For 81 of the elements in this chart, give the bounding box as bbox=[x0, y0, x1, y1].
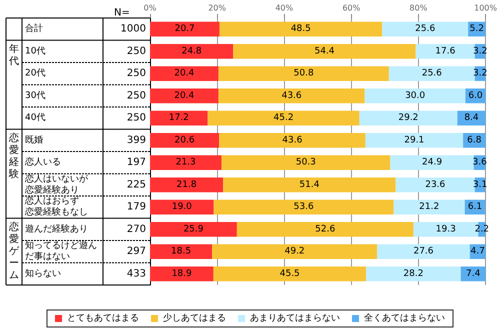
data-label: 49.2 bbox=[284, 246, 305, 257]
x-tick-label: 0% bbox=[144, 4, 157, 12]
data-label: 4.7 bbox=[470, 246, 485, 257]
data-label: 6.8 bbox=[467, 135, 482, 146]
data-label: 25.9 bbox=[183, 224, 204, 234]
data-label: 20.4 bbox=[174, 90, 195, 101]
data-label: 5.2 bbox=[470, 24, 484, 34]
data-label: 29.1 bbox=[404, 135, 424, 146]
data-label: 17.2 bbox=[168, 113, 189, 124]
data-label: 27.6 bbox=[413, 246, 434, 257]
data-label: 51.4 bbox=[299, 180, 320, 190]
y-tick-label: 恋人はいないが恋愛経験あり bbox=[24, 173, 89, 196]
data-label: 50.3 bbox=[296, 158, 316, 168]
x-tick-label: 40% bbox=[275, 4, 294, 12]
data-label: 43.6 bbox=[282, 90, 302, 101]
y-tick-label: 30代 bbox=[25, 90, 46, 101]
data-label: 21.3 bbox=[176, 158, 196, 168]
x-tick-label: 20% bbox=[208, 4, 226, 12]
data-label: 20.7 bbox=[174, 24, 195, 34]
text: 250 bbox=[126, 90, 146, 102]
legend-label: 少しあてはまる bbox=[163, 312, 226, 324]
data-label: 50.8 bbox=[294, 68, 314, 79]
data-label: 23.6 bbox=[425, 180, 446, 190]
data-label: 25.6 bbox=[422, 68, 442, 79]
data-label: 18.9 bbox=[172, 268, 192, 279]
data-label: 6.0 bbox=[468, 90, 483, 101]
data-label: 19.0 bbox=[172, 202, 192, 212]
y-tick-label: 遊んだ経験あり bbox=[25, 223, 88, 234]
y-tick-label: 20代 bbox=[25, 68, 46, 79]
y-tick-label: 既婚 bbox=[25, 134, 43, 146]
data-label: 52.6 bbox=[315, 224, 336, 234]
y-tick-label: 恋人はおらず恋愛経験もなし bbox=[24, 196, 88, 218]
legend-label: とてもあてはまる bbox=[67, 314, 139, 324]
data-label: 21.2 bbox=[419, 202, 440, 212]
text: N= bbox=[114, 8, 130, 18]
y-tick-label: 40代 bbox=[25, 112, 46, 124]
y-tick-label: 恋人いる bbox=[24, 156, 61, 168]
y-tick-label: 知らない bbox=[25, 268, 61, 279]
text: 179 bbox=[126, 202, 146, 213]
legend-label: あまりあてはまらない bbox=[250, 314, 340, 324]
data-label: 20.4 bbox=[174, 68, 195, 79]
text: 197 bbox=[126, 157, 146, 168]
text: 250 bbox=[126, 68, 146, 80]
text: 433 bbox=[126, 268, 146, 280]
data-label: 30.0 bbox=[405, 90, 426, 101]
data-label: 29.2 bbox=[398, 113, 418, 124]
data-label: 8.4 bbox=[464, 113, 479, 124]
data-label: 28.2 bbox=[403, 268, 424, 279]
legend-label: 全くあてはまらない bbox=[364, 312, 445, 324]
x-tick-label: 80% bbox=[410, 4, 428, 12]
text: 250 bbox=[126, 112, 146, 124]
x-tick-label: 100% bbox=[474, 4, 498, 12]
data-label: 7.4 bbox=[466, 268, 481, 279]
data-label: 45.5 bbox=[280, 268, 300, 279]
text: 恋愛ゲーム bbox=[8, 220, 20, 281]
data-label: 21.8 bbox=[176, 180, 197, 190]
data-label: 24.8 bbox=[182, 46, 202, 56]
x-tick-label: 60% bbox=[342, 4, 361, 12]
data-label: 17.6 bbox=[435, 46, 456, 56]
data-label: 53.6 bbox=[294, 202, 314, 212]
data-label: 19.3 bbox=[436, 224, 456, 234]
y-tick-label: 合計 bbox=[25, 23, 43, 34]
text: 297 bbox=[126, 246, 146, 258]
text: 1000 bbox=[120, 24, 146, 35]
text: 250 bbox=[126, 46, 146, 57]
data-label: 24.9 bbox=[422, 158, 442, 168]
data-label: 25.6 bbox=[415, 24, 436, 34]
data-label: 45.2 bbox=[274, 113, 294, 124]
y-tick-label: 10代 bbox=[25, 45, 46, 56]
data-label: 43.6 bbox=[282, 135, 303, 146]
data-label: 54.4 bbox=[314, 46, 335, 56]
data-label: 6.1 bbox=[468, 202, 482, 212]
data-label: 48.5 bbox=[290, 24, 311, 34]
data-label: 20.6 bbox=[174, 135, 195, 146]
data-label: 18.5 bbox=[171, 246, 192, 257]
text: 270 bbox=[126, 224, 146, 235]
text: 225 bbox=[126, 179, 146, 190]
y-tick-label: 知ってるけど遊んだ事はない bbox=[25, 240, 97, 262]
text: 年代 bbox=[8, 42, 19, 67]
text: 恋愛経験 bbox=[8, 132, 19, 180]
text: 399 bbox=[126, 134, 146, 146]
